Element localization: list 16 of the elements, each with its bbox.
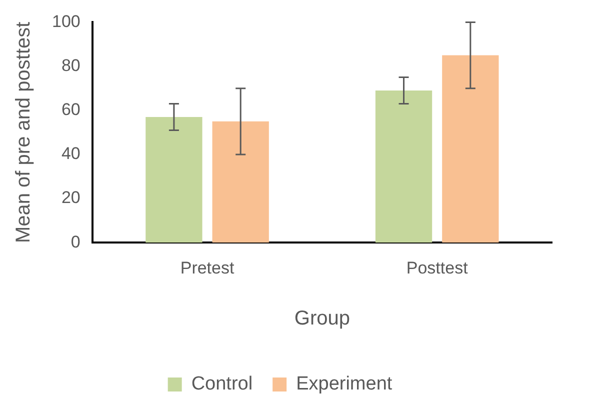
x-tick-label: Posttest: [406, 258, 468, 278]
x-axis-title: Group: [294, 308, 350, 330]
bar: [212, 121, 269, 243]
y-tick-label: 20: [61, 188, 80, 208]
bar: [442, 55, 499, 243]
x-tick-label: Pretest: [180, 258, 234, 278]
y-tick-label: 80: [61, 56, 80, 75]
y-tick-label: 60: [61, 100, 80, 120]
y-tick-label: 100: [52, 12, 80, 31]
legend-label: Control: [191, 374, 253, 395]
bar: [146, 116, 202, 243]
bar: [375, 90, 432, 243]
y-axis-title: Mean of pre and posttest: [12, 21, 35, 244]
y-tick-label: 0: [70, 232, 80, 252]
y-tick-label: 40: [61, 144, 80, 164]
legend-label: Experiment: [296, 374, 393, 395]
